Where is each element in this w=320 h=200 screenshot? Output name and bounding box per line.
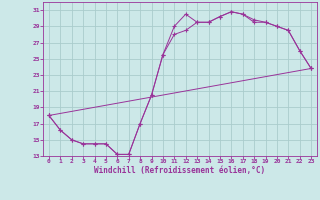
X-axis label: Windchill (Refroidissement éolien,°C): Windchill (Refroidissement éolien,°C)	[94, 166, 266, 175]
